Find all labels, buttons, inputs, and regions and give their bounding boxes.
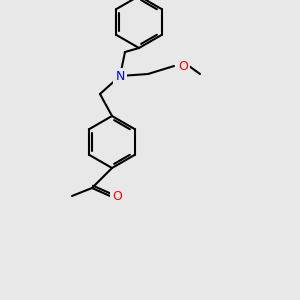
Text: O: O [178,59,188,73]
Text: N: N [115,70,125,83]
Text: O: O [112,190,122,202]
